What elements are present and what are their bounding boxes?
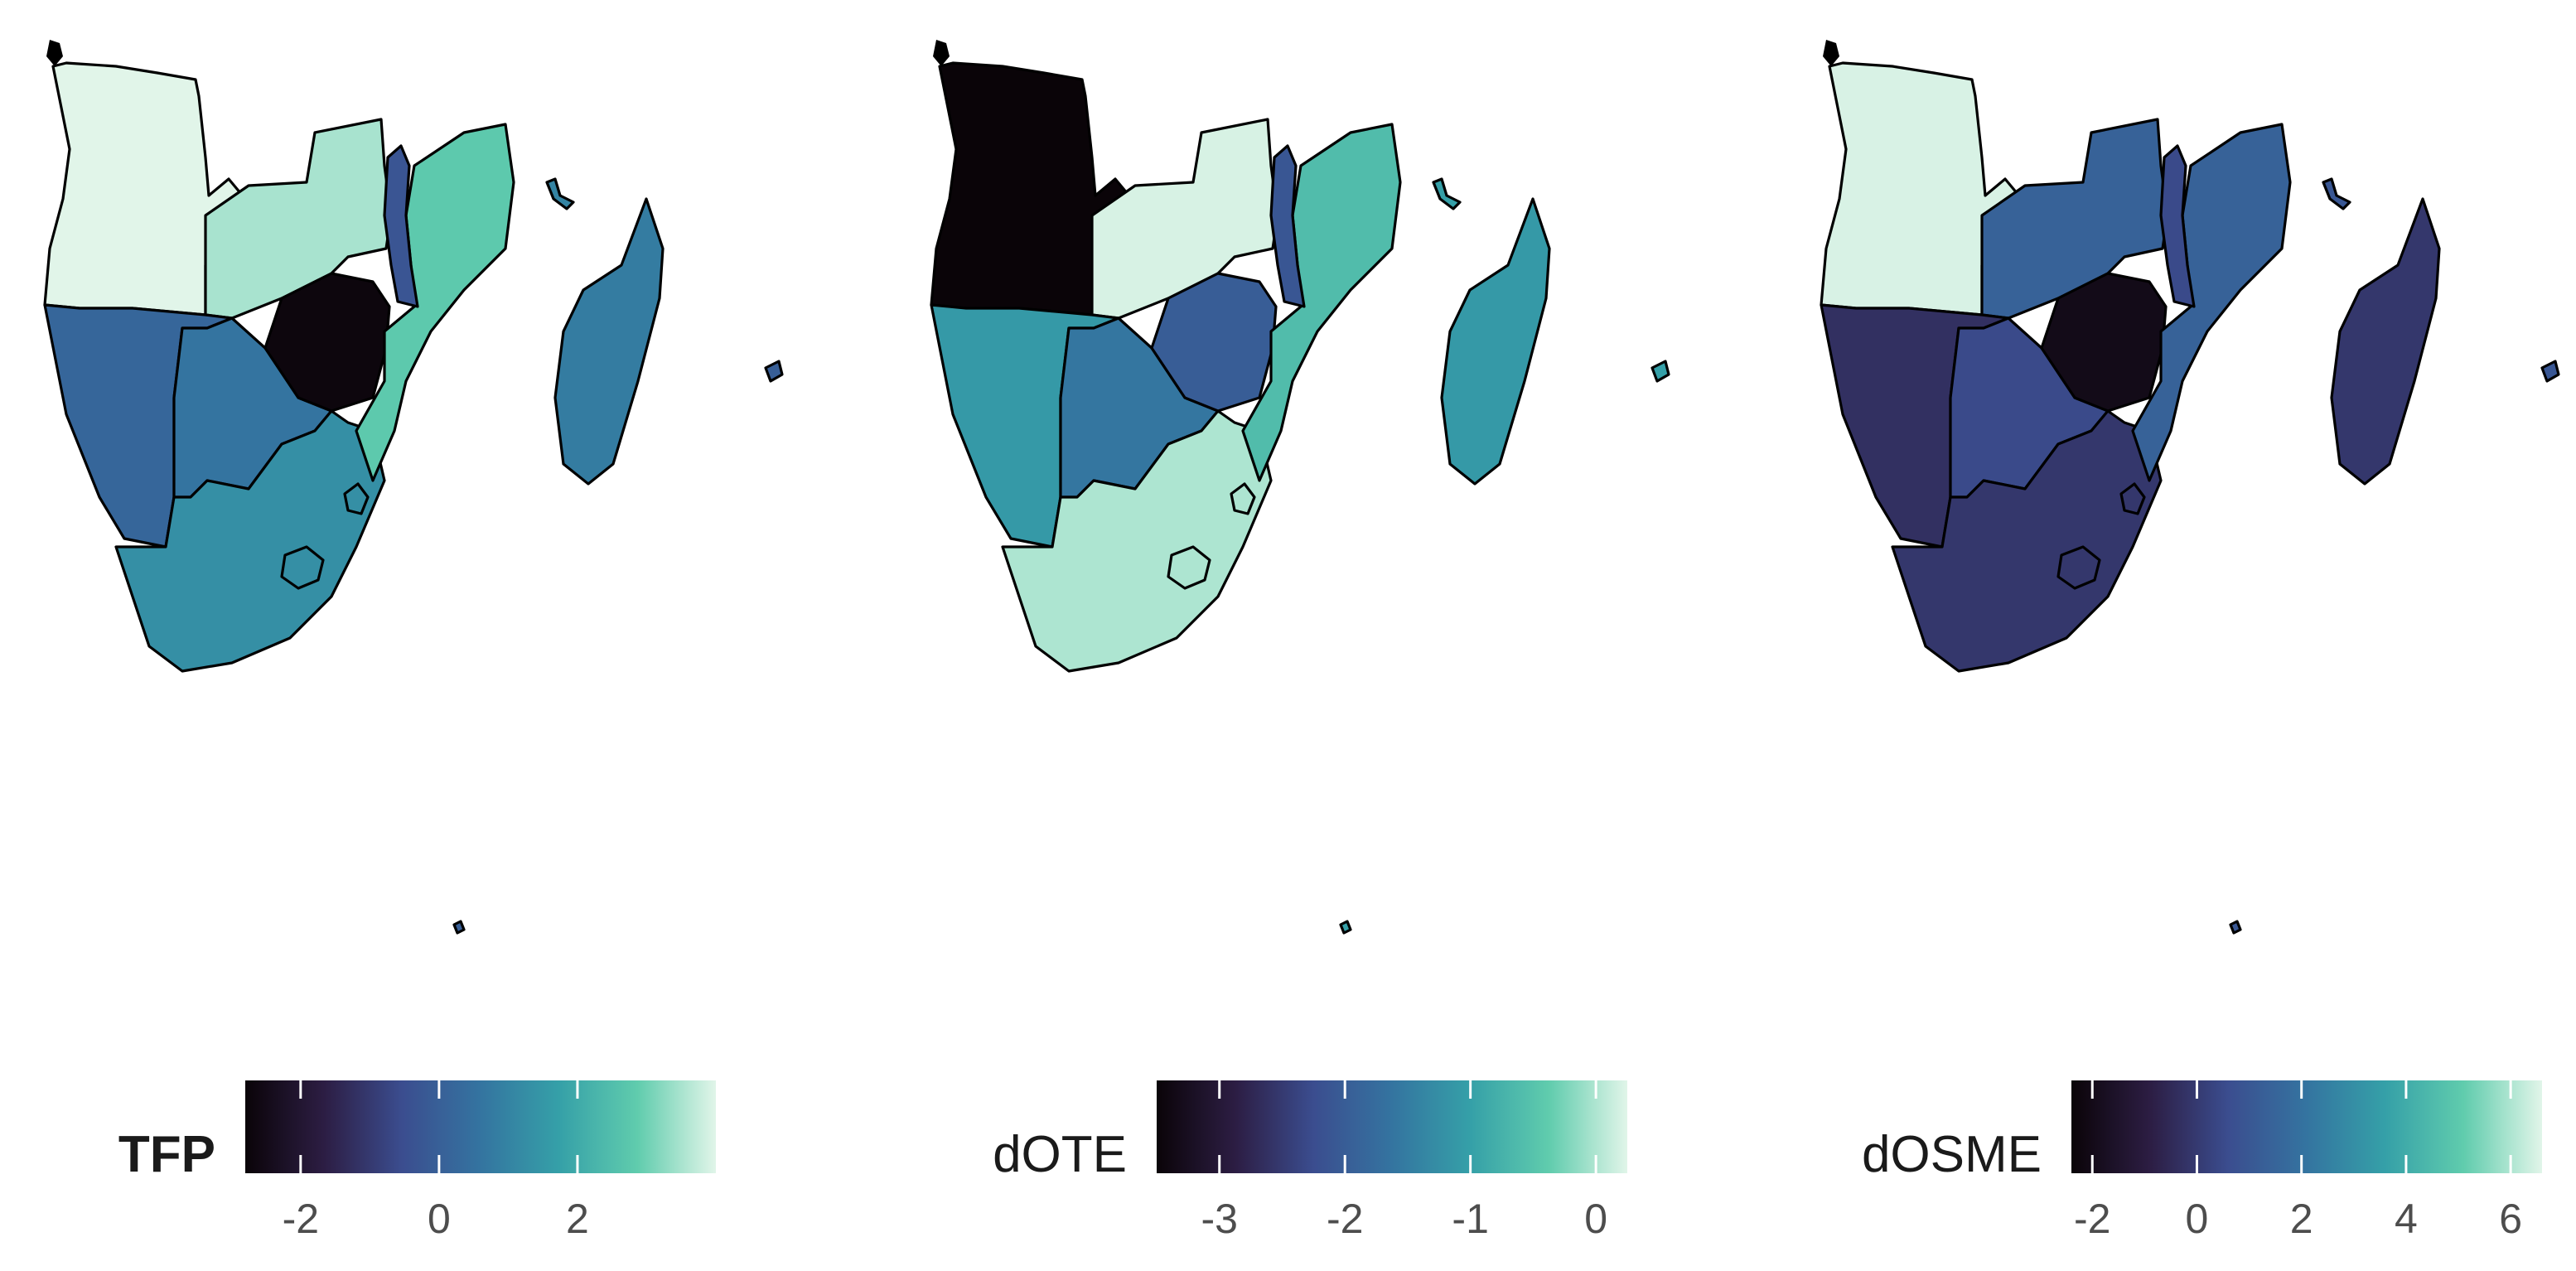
legend-title: dOSME bbox=[1862, 1126, 2042, 1183]
legend-tick-label: -3 bbox=[1201, 1196, 1237, 1242]
legend-tick-label: -2 bbox=[2074, 1196, 2110, 1242]
country-lesotho bbox=[1167, 545, 1211, 590]
legend-tick-label: 0 bbox=[1584, 1196, 1607, 1242]
country-comoros bbox=[1432, 177, 1462, 210]
country-reunion bbox=[2229, 920, 2242, 935]
legend-colorbar bbox=[1157, 1080, 1627, 1173]
legend-tick-label: 2 bbox=[566, 1196, 589, 1242]
country-madagascar bbox=[553, 197, 665, 486]
country-madagascar bbox=[2330, 197, 2441, 486]
country-lesotho bbox=[2056, 545, 2101, 590]
map-panels bbox=[43, 40, 2560, 935]
legend-tick-label: 6 bbox=[2499, 1196, 2522, 1242]
legend-tick-label: 0 bbox=[428, 1196, 451, 1242]
country-eswatini bbox=[343, 482, 370, 515]
country-eswatini bbox=[1230, 482, 1256, 515]
country-malawi bbox=[1269, 144, 1306, 308]
legend-tick-label: -2 bbox=[1327, 1196, 1363, 1242]
legend-title: dOTE bbox=[993, 1126, 1127, 1183]
country-lesotho bbox=[280, 545, 325, 590]
cabinda-exclave bbox=[1823, 40, 1839, 66]
country-comoros bbox=[545, 177, 575, 210]
country-mauritius bbox=[1650, 360, 1670, 383]
country-mauritius bbox=[2540, 360, 2560, 383]
legend-tick-label: 0 bbox=[2186, 1196, 2209, 1242]
map-panel-dote bbox=[930, 40, 1670, 935]
legend-tick-label: 4 bbox=[2395, 1196, 2418, 1242]
country-reunion bbox=[1339, 920, 1352, 935]
legend-tick-label: -1 bbox=[1452, 1196, 1488, 1242]
cabinda-exclave bbox=[933, 40, 950, 66]
legend-colorbar bbox=[245, 1080, 716, 1173]
country-malawi bbox=[383, 144, 419, 308]
legend-tick-label: 2 bbox=[2290, 1196, 2313, 1242]
legend-title: TFP bbox=[118, 1126, 215, 1183]
legend-dote: dOTE -3 -2 -1 0 bbox=[993, 1080, 1627, 1242]
country-mauritius bbox=[764, 360, 784, 383]
country-madagascar bbox=[1440, 197, 1551, 486]
country-reunion bbox=[452, 920, 466, 935]
map-panel-dosme bbox=[1820, 40, 2560, 935]
legend-tfp: TFP -2 0 2 bbox=[118, 1080, 716, 1242]
legend-dosme: dOSME -2 0 2 4 6 bbox=[1862, 1080, 2542, 1242]
map-panel-tfp bbox=[43, 40, 784, 935]
legend-tick-label: -2 bbox=[283, 1196, 319, 1242]
country-comoros bbox=[2322, 177, 2351, 210]
legend-panels: TFP -2 0 2 dOTE -3 -2 -1 0 dOSME -2 0 2 4 6 bbox=[118, 1080, 2542, 1242]
country-malawi bbox=[2159, 144, 2196, 308]
legend-colorbar bbox=[2071, 1080, 2542, 1173]
cabinda-exclave bbox=[46, 40, 63, 66]
country-eswatini bbox=[2119, 482, 2146, 515]
